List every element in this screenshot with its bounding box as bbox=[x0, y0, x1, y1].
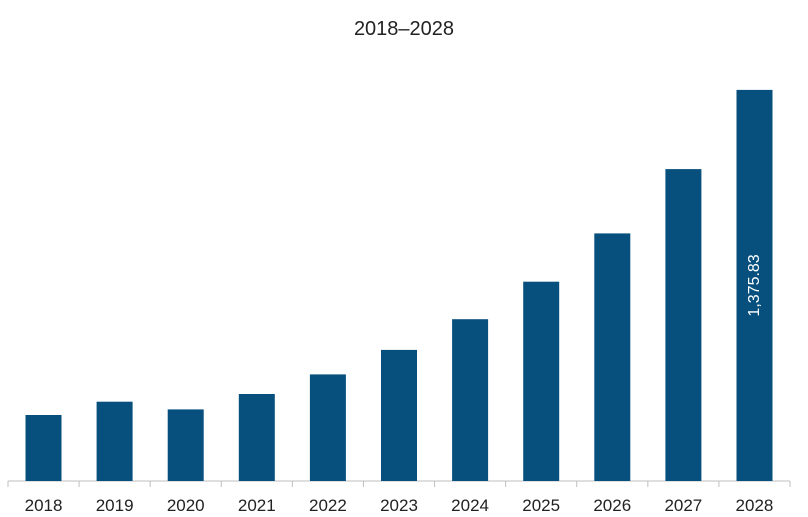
bar-2028 bbox=[736, 89, 773, 482]
x-tick-label: 2028 bbox=[736, 496, 774, 515]
data-labels: 1,375.83 bbox=[746, 254, 763, 316]
x-tick-label: 2027 bbox=[664, 496, 702, 515]
bar-2025 bbox=[523, 281, 560, 481]
bar-2023 bbox=[381, 349, 417, 481]
x-tick-label: 2025 bbox=[522, 496, 560, 515]
x-tick-label: 2022 bbox=[309, 496, 347, 515]
x-tick-label: 2018 bbox=[25, 496, 63, 515]
bar-2018 bbox=[25, 415, 62, 481]
data-label-2028: 1,375.83 bbox=[746, 254, 763, 316]
x-tick-label: 2026 bbox=[593, 496, 631, 515]
x-axis-ticks bbox=[7, 481, 791, 487]
x-tick-label: 2020 bbox=[167, 496, 205, 515]
x-tick-label: 2023 bbox=[380, 496, 418, 515]
chart-title: 2018–2028 bbox=[353, 18, 455, 40]
x-tick-labels: 2018 2019 2020 2021 2022 2023 2024 2025 2026 2027… bbox=[25, 496, 774, 515]
bar-2021 bbox=[238, 394, 275, 481]
bar-2024 bbox=[452, 319, 489, 481]
bar-2019 bbox=[96, 401, 133, 481]
bar-2020 bbox=[167, 409, 204, 481]
bar-2022 bbox=[309, 374, 346, 481]
x-tick-label: 2024 bbox=[451, 496, 489, 515]
bar-2026 bbox=[594, 233, 631, 481]
x-tick-label: 2021 bbox=[238, 496, 276, 515]
bars-group bbox=[25, 89, 773, 482]
bar-2027 bbox=[665, 169, 702, 481]
x-tick-label: 2019 bbox=[96, 496, 134, 515]
